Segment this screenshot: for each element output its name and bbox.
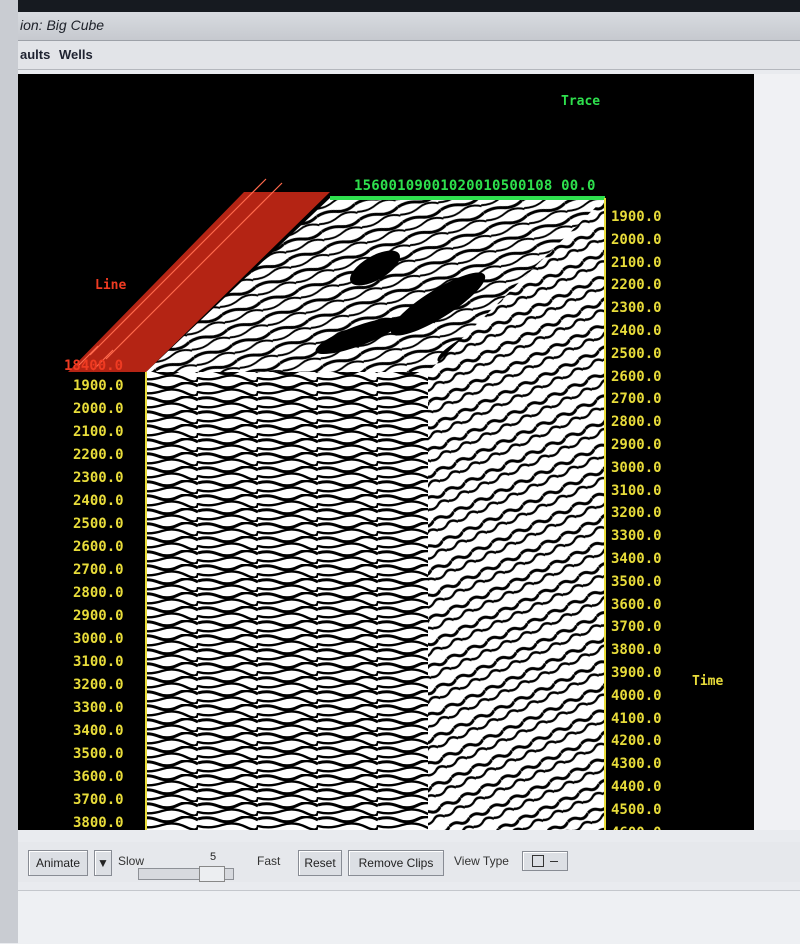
seismic-cube-viewer[interactable]: Trace 15600109001020010500108 00.0 Line …	[18, 74, 754, 830]
left-time-tick: 3300.0	[73, 700, 124, 716]
window-bottom-area	[18, 890, 800, 944]
left-time-tick: 3400.0	[73, 723, 124, 739]
chevron-down-icon	[550, 860, 558, 862]
left-time-tick: 2500.0	[73, 516, 124, 532]
seismic-cube-canvas[interactable]	[18, 74, 754, 830]
line-axis-tick-labels	[77, 178, 283, 371]
right-time-tick: 3500.0	[611, 573, 662, 590]
right-time-tick: 2700.0	[611, 391, 662, 408]
right-time-tick: 2400.0	[611, 323, 662, 339]
fast-label: Fast	[257, 854, 281, 868]
right-time-tick: 3800.0	[611, 642, 662, 659]
cube-view-icon	[532, 855, 544, 867]
trace-axis-title: Trace	[561, 94, 601, 109]
right-time-tick: 2600.0	[611, 368, 662, 385]
left-time-tick: 3700.0	[73, 792, 124, 808]
speed-value: 5	[210, 851, 217, 863]
left-time-tick: 3600.0	[73, 769, 124, 785]
left-time-tick: 2000.0	[73, 401, 124, 417]
right-time-tick: 3100.0	[611, 482, 662, 499]
left-time-tick: 2200.0	[73, 447, 124, 463]
reset-button[interactable]: Reset	[298, 850, 342, 876]
right-side-panel	[754, 74, 800, 830]
right-time-tick: 3900.0	[611, 665, 662, 681]
right-time-tick: 2200.0	[611, 277, 662, 294]
right-time-tick: 2800.0	[611, 414, 662, 431]
right-time-tick: 4100.0	[611, 710, 662, 727]
right-time-tick: 4400.0	[611, 779, 662, 795]
slow-label: Slow	[118, 854, 145, 868]
left-time-tick: 3100.0	[73, 654, 124, 670]
menu-bar: aults Wells	[18, 41, 800, 70]
left-time-tick: 2400.0	[73, 493, 124, 509]
remove-clips-button[interactable]: Remove Clips	[348, 850, 444, 876]
right-time-tick: 4200.0	[611, 733, 662, 750]
right-time-tick: 4600.0	[611, 826, 662, 830]
right-time-tick: 2300.0	[611, 300, 662, 317]
window-title: ion: Big Cube	[20, 17, 105, 33]
left-time-tick: 2800.0	[73, 585, 124, 601]
right-time-tick: 2900.0	[611, 437, 662, 453]
left-time-tick: 3000.0	[73, 631, 124, 647]
menu-wells[interactable]: Wells	[59, 47, 93, 62]
cube-side-face	[428, 198, 605, 830]
right-time-tick: 4500.0	[611, 801, 662, 818]
monitor-bezel-left	[0, 0, 18, 943]
line-axis-band	[68, 192, 330, 372]
monitor-bezel-top	[0, 0, 800, 12]
right-time-tick: 4000.0	[611, 687, 662, 704]
left-time-tick: 1900.0	[73, 378, 124, 394]
right-time-tick: 3000.0	[611, 459, 662, 476]
right-time-tick: 2500.0	[611, 345, 662, 362]
left-time-tick: 2600.0	[73, 539, 124, 555]
speed-slider[interactable]	[138, 866, 234, 882]
right-time-tick: 1900.0	[611, 209, 662, 225]
cube-front-face	[146, 372, 428, 830]
right-time-tick: 3300.0	[611, 528, 662, 545]
right-time-tick: 4300.0	[611, 756, 662, 773]
window-titlebar: ion: Big Cube	[18, 12, 800, 41]
animation-toolbar: Animate ▼ Slow Fast Reset Remove Clips V…	[18, 842, 800, 882]
left-time-tick: 3500.0	[73, 746, 124, 762]
animate-dropdown-button[interactable]: ▼	[94, 850, 112, 876]
right-time-tick: 2000.0	[611, 231, 662, 248]
right-time-tick: 3400.0	[611, 551, 662, 567]
left-time-tick: 2700.0	[73, 562, 124, 578]
view-type-select[interactable]	[522, 851, 568, 871]
left-time-tick: 2100.0	[73, 424, 124, 440]
right-time-tick: 3700.0	[611, 619, 662, 636]
line-axis-title: Line	[95, 278, 127, 293]
view-type-label: View Type	[454, 854, 509, 868]
right-time-tick: 3200.0	[611, 505, 662, 522]
trace-axis-ticks: 15600109001020010500108 00.0	[354, 178, 596, 194]
line-axis-label: 18400.0	[64, 358, 124, 374]
time-axis-title: Time	[692, 674, 724, 689]
animate-button[interactable]: Animate	[28, 850, 88, 876]
left-time-tick: 2300.0	[73, 470, 124, 486]
left-time-tick: 3800.0	[73, 815, 124, 830]
right-time-tick: 2100.0	[611, 254, 662, 271]
right-time-tick: 3600.0	[611, 596, 662, 613]
menu-faults[interactable]: aults	[20, 47, 51, 62]
left-time-tick: 3200.0	[73, 677, 124, 693]
speed-slider-handle[interactable]	[199, 866, 225, 882]
left-time-tick: 2900.0	[73, 608, 124, 624]
